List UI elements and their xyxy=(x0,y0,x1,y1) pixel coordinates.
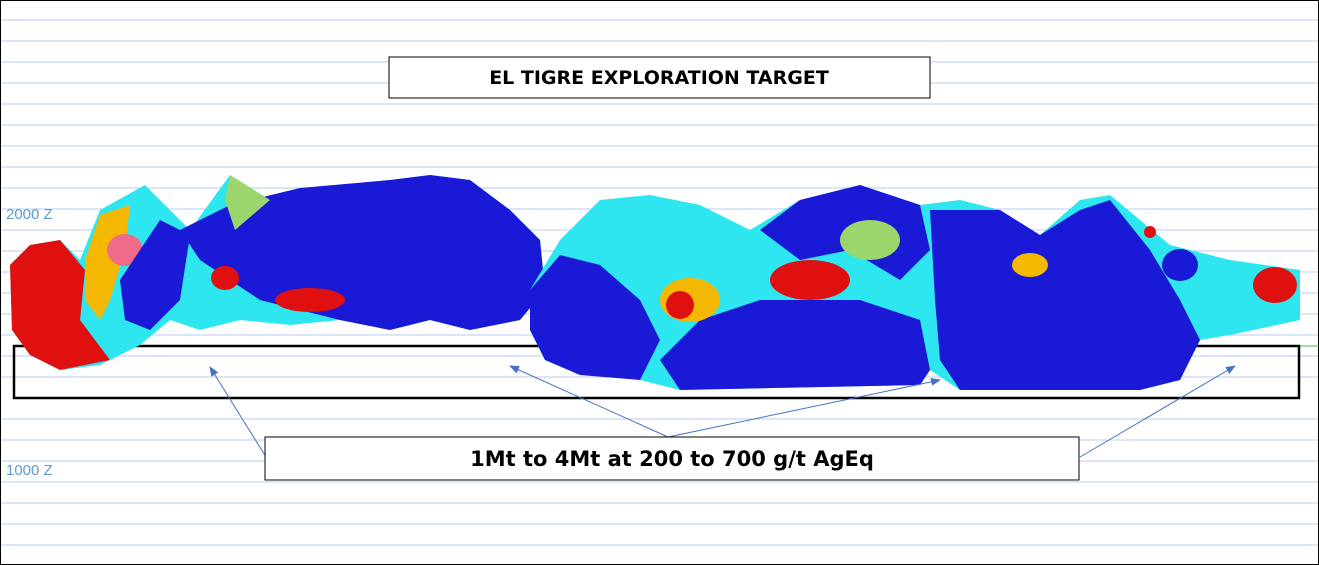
callout-arrows xyxy=(209,365,1236,458)
callout-box xyxy=(264,436,1080,481)
elevation-label: 2000 Z xyxy=(6,206,53,223)
callout-text: 1Mt to 4Mt at 200 to 700 g/t AgEq xyxy=(470,447,874,471)
elevation-label: 1000 Z xyxy=(6,462,53,479)
title-box xyxy=(388,56,931,99)
title: EL TIGRE EXPLORATION TARGET xyxy=(489,67,829,89)
block-model xyxy=(10,175,1300,390)
